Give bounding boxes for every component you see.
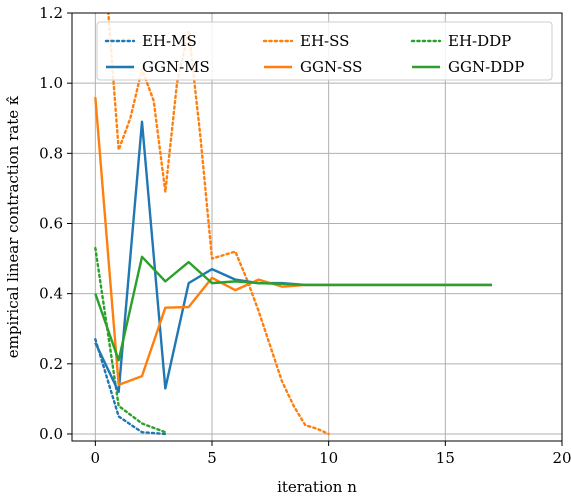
legend-item-ggn-ddp: GGN-DDP (412, 58, 524, 76)
series-layer (94, 13, 492, 436)
legend-item-eh-ms: EH-MS (104, 32, 197, 50)
x-axis-label: iteration n (277, 478, 357, 496)
series-line-eh-ddp (94, 246, 167, 434)
legend-item-eh-ss: EH-SS (262, 32, 349, 50)
x-tick-label: 15 (436, 449, 455, 467)
y-axis-label: empirical linear contraction rate κ̂ (4, 95, 22, 358)
y-tick-label: 0.0 (39, 425, 63, 443)
legend-box (96, 21, 553, 81)
x-tick-label: 10 (319, 449, 338, 467)
legend-item-ggn-ms: GGN-MS (106, 58, 210, 76)
legend-label: EH-DDP (448, 32, 511, 50)
series-line-ggn-ms (94, 120, 492, 394)
y-tick-label: 0.6 (39, 214, 63, 232)
legend-label: GGN-DDP (448, 58, 524, 76)
legend-label: GGN-MS (142, 58, 210, 76)
x-tick-label: 5 (207, 449, 217, 467)
y-tick-label: 0.4 (39, 285, 63, 303)
x-tick-label: 0 (91, 449, 101, 467)
legend-label: EH-MS (142, 32, 197, 50)
series-line-eh-ms (94, 338, 167, 436)
legend-label: GGN-SS (300, 58, 362, 76)
series-line-ggn-ddp (94, 255, 492, 362)
x-axis: 0 5 10 15 20 (91, 441, 571, 467)
plot-frame (71, 12, 563, 442)
y-tick-label: 0.2 (39, 355, 63, 373)
legend-item-ggn-ss: GGN-SS (264, 58, 362, 76)
y-tick-label: 1.2 (39, 4, 63, 22)
y-tick-label: 0.8 (39, 144, 63, 162)
y-axis: 0.0 0.2 0.4 0.6 0.8 1.0 1.2 (39, 4, 72, 443)
legend-item-eh-ddp: EH-DDP (410, 32, 511, 50)
legend-label: EH-SS (300, 32, 349, 50)
y-tick-label: 1.0 (39, 74, 63, 92)
series-line-ggn-ss (94, 97, 492, 387)
legend: EH-MS GGN-MS EH-SS GGN-SS EH-DDP GGN-DDP (96, 21, 553, 81)
series-line-eh-ss (107, 13, 330, 436)
x-tick-label: 20 (552, 449, 571, 467)
